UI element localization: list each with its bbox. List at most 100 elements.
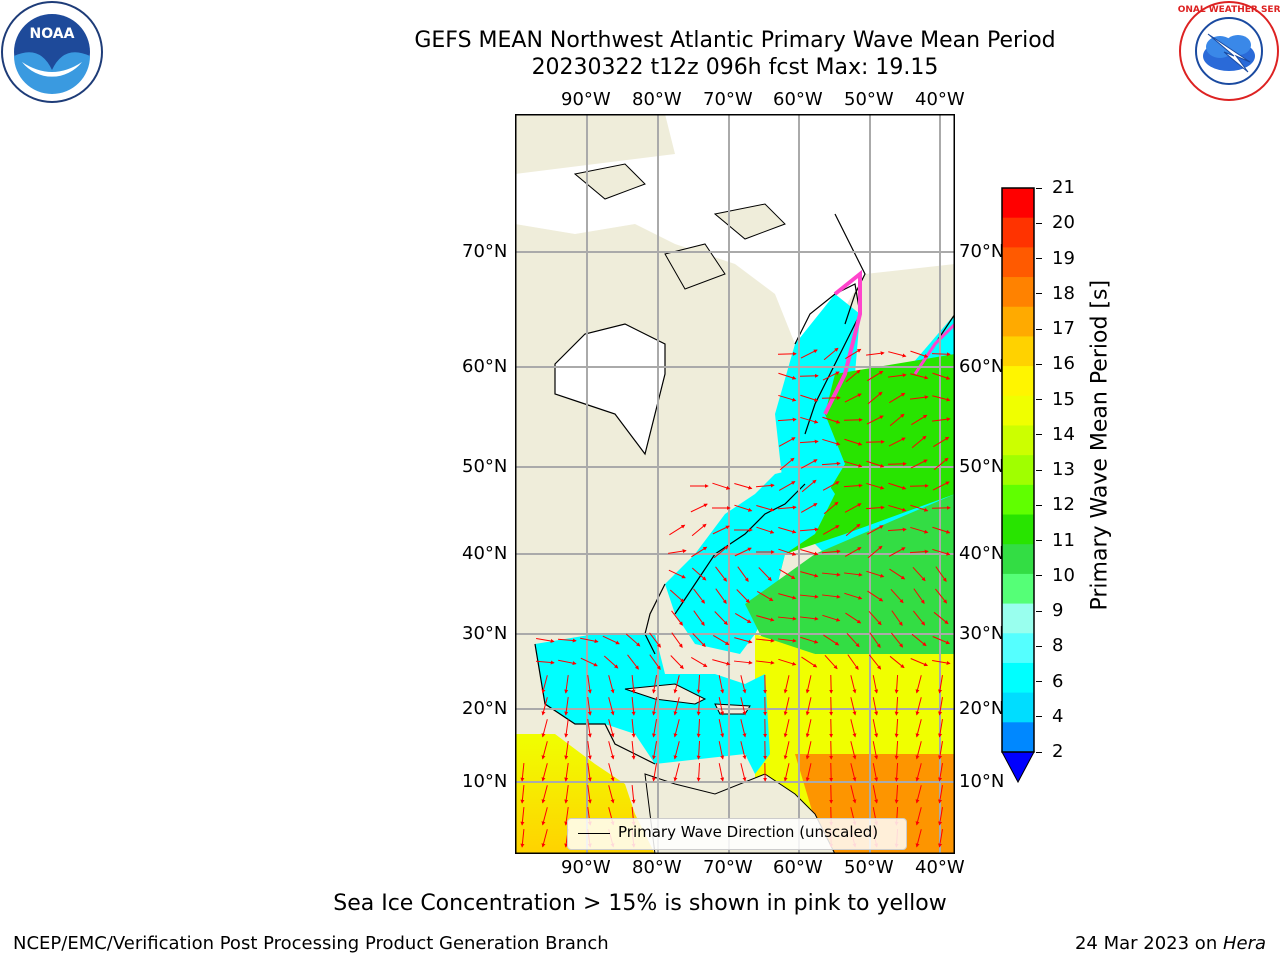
colorbar-segment [1002,366,1034,397]
sea-ice-caption: Sea Ice Concentration > 15% is shown in … [333,891,947,916]
wave-arrow [778,481,796,491]
wave-arrow [631,696,636,716]
lat-label-left: 40°N [462,543,508,564]
lat-label-left: 60°N [462,356,508,377]
wave-arrow [932,659,951,665]
wave-arrow [931,352,951,357]
wave-arrow [938,675,943,694]
wave-arrow [910,350,929,358]
wave-arrow [915,807,922,826]
colorbar-tick-label: 4 [1052,705,1064,727]
wave-arrow [872,785,879,804]
wave-arrow [888,373,907,378]
wave-arrow [691,656,708,668]
wave-arrow [740,741,747,760]
wave-arrow [520,828,525,848]
wave-arrow [933,436,950,448]
wave-arrow [777,505,797,510]
wave-arrow [844,547,862,557]
wave-arrow [755,638,775,643]
wave-arrow [693,610,705,626]
wave-arrow [608,741,615,760]
colorbar [1001,187,1035,784]
wave-arrow [564,741,569,760]
colorbar-tick-mark [1036,187,1042,189]
wave-arrow [894,718,899,738]
colorbar-segment [1002,188,1034,219]
colorbar-tick-mark [1036,222,1042,224]
wave-arrow [520,762,525,782]
wave-arrow [734,483,753,490]
wave-arrow [757,590,774,602]
colorbar-tick-label: 12 [1052,494,1075,516]
wave-arrow [868,611,882,626]
wave-arrow [587,697,592,716]
wave-arrow [801,656,818,668]
lon-label-top: 80°W [632,89,682,110]
wave-arrow [801,479,817,493]
wave-arrow [911,435,927,449]
wave-arrow [915,785,922,804]
wave-arrow [823,347,839,361]
wave-arrow [800,571,819,578]
wave-arrow [778,658,797,666]
colorbar-segment [1002,514,1034,545]
colorbar-segment [1002,692,1034,723]
wave-arrow [894,762,899,782]
colorbar-tick-mark [1036,645,1042,647]
wave-arrow [740,697,747,716]
wave-arrow [652,741,658,760]
colorbar-tick-mark [1036,540,1042,541]
wave-arrow [850,741,857,760]
wave-arrow [652,675,658,694]
wave-arrow [891,632,904,648]
wave-arrow [799,439,819,444]
wave-arrow [850,719,857,738]
wave-arrow [822,481,840,491]
wave-arrow [889,568,906,580]
wave-arrow [844,572,863,577]
wave-arrow [915,829,922,848]
colorbar-tick-label: 13 [1052,459,1075,480]
wave-arrow [822,416,841,424]
wave-arrow [652,697,658,716]
wave-arrow [938,741,943,760]
colorbar-tick-label: 16 [1052,353,1075,375]
sea-ice-edge-labrador [823,269,862,415]
lat-label-right: 10°N [959,771,1005,792]
wave-arrow [778,548,797,556]
colorbar-segment [1002,306,1034,337]
wave-arrow [603,655,619,669]
colorbar-frame [1001,187,1035,753]
wave-arrow [894,674,899,694]
wave-arrow [805,719,812,738]
wave-arrow [938,719,943,738]
wave-arrow [932,395,951,402]
wave-arrow [718,763,725,782]
wave-arrow [805,763,812,782]
wave-arrow [890,589,904,604]
wave-arrow [587,741,592,760]
wave-arrow [800,503,818,513]
wave-arrow [608,675,615,694]
coastline-labrador [794,283,861,435]
wave-arrow [933,611,949,625]
wave-arrow [821,461,841,466]
wave-arrow [800,459,818,469]
wave-arrow [713,545,729,559]
wave-arrow [867,590,884,602]
wave-arrow [714,611,728,626]
wave-arrow [869,632,881,649]
wave-arrow [692,633,706,648]
colorbar-segment [1002,573,1034,605]
wave-arrow [779,457,795,471]
wave-arrow [866,415,884,425]
wave-arrow [783,719,790,738]
wave-arrow [652,719,658,738]
noaa-logo-text: NOAA [30,26,75,42]
colorbar-segment [1002,633,1034,664]
wave-arrow [712,525,730,535]
colorbar-segment [1002,425,1034,456]
wave-arrow [872,763,879,782]
wave-arrow [673,675,680,694]
